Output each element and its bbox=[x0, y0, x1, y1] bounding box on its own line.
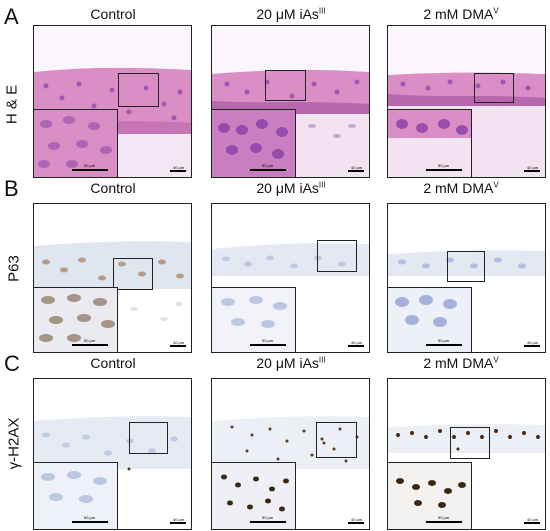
col-header-dma-b: 2 mM DMAV bbox=[423, 180, 499, 196]
row-label-he: H & E bbox=[3, 84, 21, 125]
main-scale-label: 40 μm bbox=[527, 517, 539, 522]
main-scale-label: 40 μm bbox=[173, 517, 185, 522]
col-header-ias-a: 20 μM iAsIII bbox=[256, 6, 326, 22]
col-header-dma-c: 2 mM DMAV bbox=[423, 355, 499, 371]
inset-scale-label: 50 μm bbox=[438, 338, 450, 343]
inset-scale-label: 50 μm bbox=[262, 515, 274, 520]
main-scale-label: 40 μm bbox=[351, 165, 363, 170]
micrograph-h2ax-control: 50 μm 40 μm bbox=[33, 378, 192, 530]
inset-scale-bar bbox=[72, 169, 108, 171]
inset-scale-label: 50 μm bbox=[262, 163, 274, 168]
inset-scale-bar bbox=[250, 344, 286, 346]
main-scale-bar bbox=[524, 170, 540, 172]
roi-box bbox=[450, 427, 490, 459]
main-scale-bar bbox=[524, 345, 540, 347]
col-header-dma-a: 2 mM DMAV bbox=[423, 6, 499, 22]
inset-scale-bar bbox=[426, 521, 462, 523]
inset-scale-label: 50 μm bbox=[84, 338, 96, 343]
inset-scale-bar bbox=[426, 169, 462, 171]
inset-scale-bar bbox=[250, 521, 286, 523]
inset-p63-dma: 50 μm bbox=[388, 287, 472, 352]
main-scale-bar bbox=[170, 170, 186, 172]
panel-letter-b: B bbox=[4, 176, 19, 201]
col-header-control-c: Control bbox=[90, 355, 136, 371]
inset-he-control: 50 μm bbox=[34, 109, 118, 177]
roi-box bbox=[265, 70, 306, 101]
inset-scale-label: 50 μm bbox=[438, 163, 450, 168]
micrograph-p63-dma: 50 μm 40 μm bbox=[387, 203, 546, 353]
main-scale-label: 40 μm bbox=[173, 340, 185, 345]
row-label-h2ax: γ-H2AX bbox=[5, 417, 23, 470]
inset-scale-bar bbox=[72, 344, 108, 346]
inset-h2ax-dma: 50 μm bbox=[388, 462, 472, 529]
inset-p63-control: 50 μm bbox=[34, 287, 118, 352]
main-scale-label: 40 μm bbox=[527, 340, 539, 345]
main-scale-bar bbox=[348, 345, 364, 347]
micrograph-h2ax-ias: 50 μm 40 μm bbox=[211, 378, 370, 530]
roi-box bbox=[118, 73, 159, 107]
panel-letter-a: A bbox=[4, 4, 19, 29]
roi-box bbox=[474, 73, 514, 103]
row-label-p63: P63 bbox=[5, 255, 23, 282]
col-header-control-b: Control bbox=[90, 180, 136, 196]
main-scale-label: 40 μm bbox=[527, 165, 539, 170]
inset-he-dma: 50 μm bbox=[388, 109, 472, 177]
inset-scale-label: 50 μm bbox=[262, 338, 274, 343]
roi-box bbox=[316, 422, 357, 458]
main-scale-bar bbox=[348, 522, 364, 524]
inset-scale-label: 50 μm bbox=[84, 515, 96, 520]
inset-scale-label: 50 μm bbox=[84, 163, 96, 168]
inset-scale-bar bbox=[426, 344, 462, 346]
main-scale-bar bbox=[170, 522, 186, 524]
main-scale-label: 40 μm bbox=[173, 165, 185, 170]
main-scale-label: 40 μm bbox=[351, 517, 363, 522]
panel-letter-c: C bbox=[4, 351, 20, 376]
roi-box bbox=[113, 258, 153, 290]
roi-box bbox=[447, 251, 485, 282]
col-header-ias-c: 20 μM iAsIII bbox=[256, 355, 326, 371]
inset-h2ax-ias: 50 μm bbox=[212, 462, 296, 529]
inset-h2ax-control: 50 μm bbox=[34, 462, 118, 529]
inset-scale-label: 50 μm bbox=[438, 515, 450, 520]
micrograph-p63-control: 50 μm 40 μm bbox=[33, 203, 192, 353]
main-scale-bar bbox=[170, 345, 186, 347]
col-header-ias-b: 20 μM iAsIII bbox=[256, 180, 326, 196]
roi-box bbox=[317, 240, 357, 272]
roi-box bbox=[129, 422, 168, 454]
inset-scale-bar bbox=[250, 169, 286, 171]
main-scale-bar bbox=[524, 522, 540, 524]
inset-he-ias: 50 μm bbox=[212, 109, 296, 177]
inset-p63-ias: 50 μm bbox=[212, 287, 296, 352]
micrograph-he-control: 50 μm 40 μm bbox=[33, 25, 192, 178]
col-header-control-a: Control bbox=[90, 6, 136, 22]
micrograph-p63-ias: 50 μm 40 μm bbox=[211, 203, 370, 353]
micrograph-h2ax-dma: 50 μm 40 μm bbox=[387, 378, 546, 530]
inset-scale-bar bbox=[72, 521, 108, 523]
micrograph-he-dma: 50 μm 40 μm bbox=[387, 25, 546, 178]
micrograph-he-ias: 50 μm 40 μm bbox=[211, 25, 370, 178]
main-scale-bar bbox=[348, 170, 364, 172]
main-scale-label: 40 μm bbox=[351, 340, 363, 345]
